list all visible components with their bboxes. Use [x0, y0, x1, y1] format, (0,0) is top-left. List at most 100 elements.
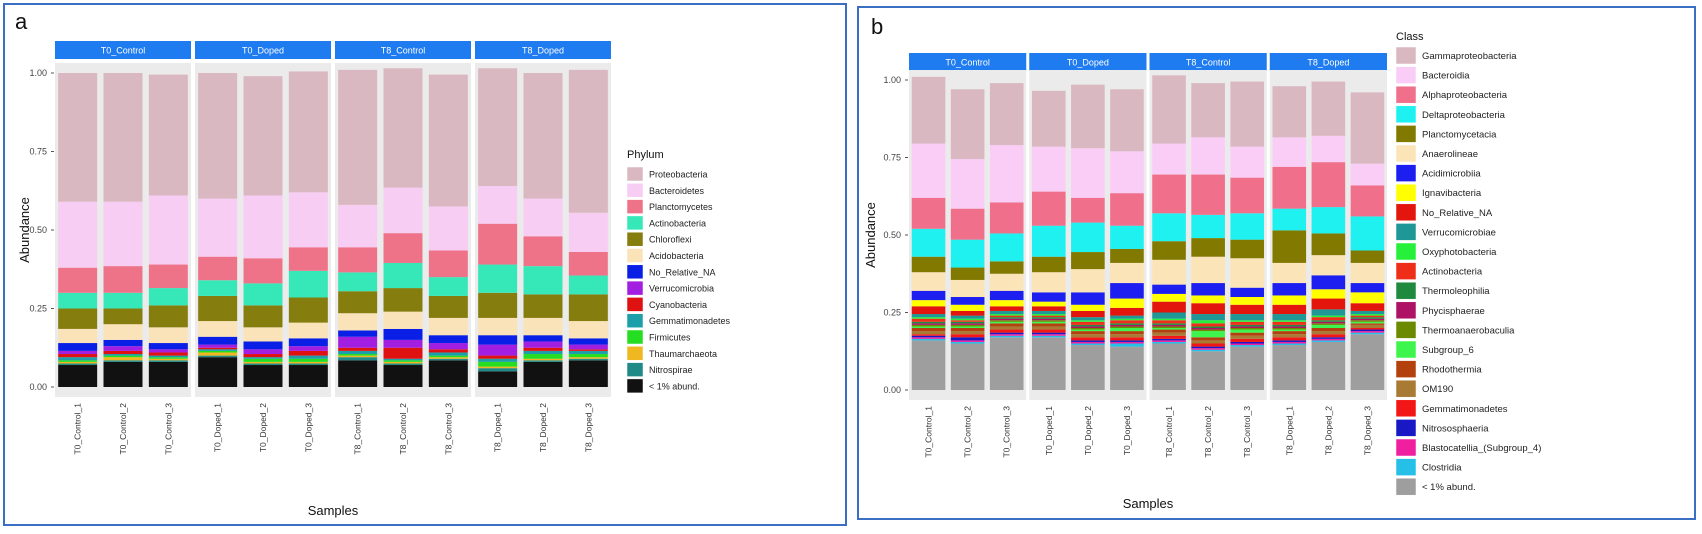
chart-panel-b: b Abundance 0.00 0.25 0.50 0.75 1.00 T0_Contro… — [857, 6, 1696, 520]
bar-segment-anaerolineae — [911, 272, 946, 291]
bar-segment-proteobacteria — [58, 73, 98, 202]
bar-segment-verrucomicrobia — [198, 344, 238, 348]
legend-item: Oxyphotobacteria — [1395, 242, 1497, 261]
legend-swatch — [626, 329, 644, 345]
bar-segment-alphaproteobacteria — [1071, 197, 1105, 223]
bar-segment-alphaproteobacteria — [1230, 177, 1265, 214]
bar-segment-clostridia — [1350, 332, 1385, 335]
legend-swatch — [626, 297, 644, 312]
bar-segment-ignavibacteria — [1031, 301, 1066, 307]
bar-segment-verrucomicrobiae — [1191, 314, 1225, 321]
bar-segment-acidobacteria — [523, 317, 563, 336]
legend-swatch — [1395, 144, 1417, 163]
x-tick-label: T8_Control_1 — [1164, 406, 1174, 458]
bar-segment-firmicutes — [198, 350, 238, 353]
bar-segment-phycisphaerae — [989, 318, 1024, 321]
bar-segment-clostridia — [989, 335, 1024, 338]
x-tick-label: T0_Control_1 — [924, 406, 934, 458]
bar-segment-thermoanaerobaculia — [911, 324, 946, 327]
bar-segment-om190 — [1350, 324, 1385, 328]
legend-swatch — [1395, 46, 1417, 65]
bar-segment-acidimicrobiia — [911, 290, 946, 301]
bar-segment-no-relative-na — [1031, 306, 1066, 311]
bar-segment-bacteroidia — [1272, 137, 1307, 167]
bar-segment-anaerolineae — [1031, 272, 1066, 293]
bar-segment-bacteroidetes — [243, 195, 283, 259]
bar-segment-firmicutes — [243, 358, 283, 362]
facet-strip — [1149, 53, 1267, 71]
bar-segment-planctomycetes — [383, 233, 423, 263]
bar-segment-gemmatimonadetes — [1071, 337, 1105, 341]
bar-segment-no-relative-na — [103, 339, 143, 347]
bar-segment-oxyphotobacteria — [1230, 320, 1265, 322]
bar-segment-thermoleophilia — [911, 321, 946, 324]
bar-segment-verrucomicrobiae — [950, 315, 985, 319]
bar-segment-gemmatimonadetes — [1110, 337, 1144, 341]
bar-segment-gemmatimonadetes — [1272, 337, 1307, 341]
bar-segment-oxyphotobacteria — [1191, 320, 1225, 324]
x-tick-label: T8_Control_3 — [443, 403, 453, 455]
bar-segment-deltaproteobacteria — [1071, 222, 1105, 253]
bar-segment-thermoleophilia — [1071, 324, 1105, 327]
bar-segment-thermoleophilia — [1311, 320, 1346, 322]
bar-segment-ignavibacteria — [1230, 297, 1265, 305]
bar-segment-planctomycetacia — [1350, 250, 1385, 263]
bar-segment-thermoanaerobaculia — [1071, 328, 1105, 330]
bar-segment-1-abund — [478, 371, 518, 387]
bar-segment-thaumarchaeota — [478, 366, 518, 369]
bar-segment-no-relative-na — [148, 343, 188, 350]
bar-segment-nitrososphaeria — [1350, 329, 1385, 332]
bar-segment-nitrososphaeria — [1031, 332, 1066, 335]
legend-label: Acidimicrobiia — [1422, 169, 1481, 180]
bar-segment-no-relative-na — [568, 338, 608, 345]
bar-segment-subgroup-6 — [1272, 329, 1307, 332]
bar-segment-alphaproteobacteria — [950, 208, 985, 240]
bar-segment-subgroup-6 — [1110, 328, 1144, 332]
bar-segment-clostridia — [911, 338, 946, 341]
bar-segment-nitrospirae — [243, 363, 283, 366]
bar-segment-bacteroidia — [1031, 146, 1066, 192]
bar-segment-1-abund — [1031, 337, 1066, 390]
x-tick-label: T0_Doped_2 — [1083, 406, 1093, 455]
legend-item: Planctomycetacia — [1395, 125, 1497, 143]
bar-segment-deltaproteobacteria — [1191, 214, 1225, 239]
bar-segment-thermoanaerobaculia — [950, 324, 985, 327]
bar-segment-gemmatimonadetes — [1350, 328, 1385, 330]
y-axis-title: Abundance — [17, 197, 32, 263]
bar-segment-rhodothermia — [989, 323, 1024, 327]
x-tick-label: T8_Control_2 — [398, 403, 408, 455]
bar-segment-gemmatimonadetes — [989, 329, 1024, 333]
legend-swatch — [626, 378, 644, 394]
x-tick-label: T8_Doped_2 — [538, 403, 548, 452]
bar-segment-anaerolineae — [1311, 255, 1346, 276]
legend-item: Thermoanaerobaculia — [1395, 321, 1515, 339]
legend-item: Phycisphaerae — [1395, 301, 1485, 320]
bar-segment-gammaproteobacteria — [1230, 81, 1265, 147]
stacked-bar — [1350, 92, 1385, 390]
bar-segment-alphaproteobacteria — [1031, 191, 1066, 226]
bar-segment-no-relative-na — [1191, 303, 1225, 315]
bar-segment-thaumarchaeota — [198, 352, 238, 356]
stacked-bar — [428, 74, 468, 387]
bar-segment-thaumarchaeota — [243, 361, 283, 364]
bar-segment-deltaproteobacteria — [911, 228, 946, 257]
legend-swatch — [1395, 281, 1417, 300]
stacked-bar — [1110, 89, 1144, 390]
bar-segment-thaumarchaeota — [428, 357, 468, 359]
bar-segment-blastocatellia-subgroup-4 — [1191, 348, 1225, 350]
bar-segment-phycisphaerae — [911, 323, 946, 325]
bar-segment-no-relative-na — [198, 336, 238, 345]
bar-segment-thermoanaerobaculia — [1152, 326, 1186, 328]
bar-segment-planctomycetes — [568, 251, 608, 276]
bar-segment-no-relative-na — [383, 328, 423, 340]
legend-label: Deltaproteobacteria — [1422, 110, 1506, 121]
legend-item: Chloroflexi — [626, 231, 692, 247]
bar-segment-proteobacteria — [148, 74, 188, 196]
bar-segment-1-abund — [1311, 341, 1346, 390]
legend-label: Anaerolineae — [1422, 149, 1478, 160]
bar-segment-thermoleophilia — [1230, 324, 1265, 327]
bar-segment-gammaproteobacteria — [989, 83, 1024, 146]
bar-segment-nitrososphaeria — [1230, 341, 1265, 344]
bar-segment-firmicutes — [148, 357, 188, 359]
bar-segment-proteobacteria — [338, 69, 378, 205]
